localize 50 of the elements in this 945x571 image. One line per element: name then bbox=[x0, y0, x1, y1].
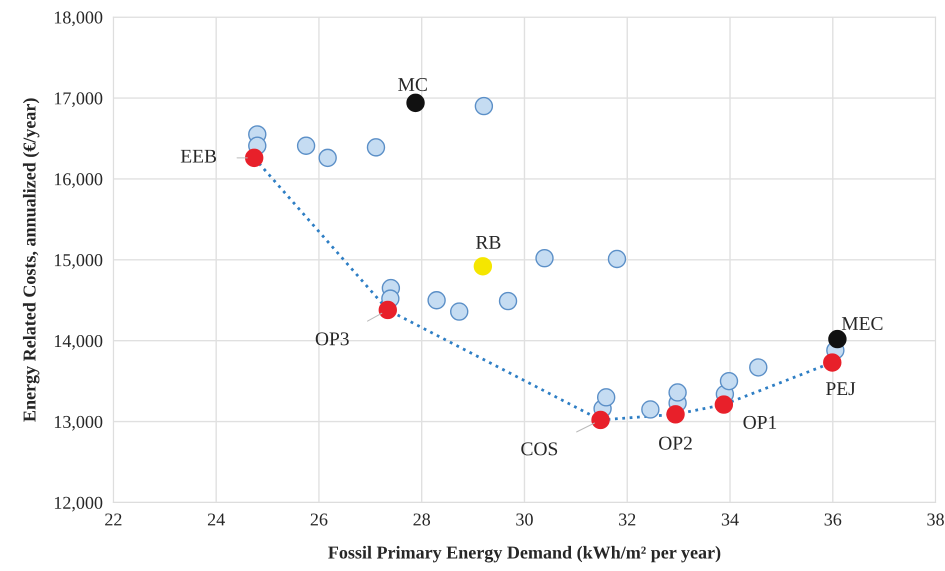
point bbox=[474, 257, 492, 276]
annotation: OP3 bbox=[316, 332, 349, 346]
point bbox=[668, 383, 687, 402]
point bbox=[828, 330, 847, 348]
annotation: PEJ bbox=[826, 382, 856, 396]
annotation: MEC bbox=[842, 316, 882, 330]
y-tick-label: 16,000 bbox=[54, 173, 102, 188]
x-axis-title: Fossil Primary Energy Demand (kWh/m² per year) bbox=[328, 546, 720, 562]
x-tick-label: 36 bbox=[824, 513, 842, 526]
point bbox=[641, 400, 660, 419]
point bbox=[591, 410, 610, 430]
x-tick-label: 22 bbox=[105, 513, 122, 526]
y-tick-label: 18,000 bbox=[54, 11, 102, 26]
annotation: RB bbox=[476, 236, 500, 249]
y-tick-label: 14,000 bbox=[54, 334, 102, 350]
point bbox=[666, 405, 685, 424]
x-tick-label: 30 bbox=[516, 513, 533, 526]
x-tick-label: 28 bbox=[413, 513, 430, 526]
point bbox=[596, 388, 616, 407]
point bbox=[406, 94, 425, 112]
point bbox=[535, 248, 554, 268]
annotation: EEB bbox=[180, 150, 216, 163]
x-tick-label: 32 bbox=[619, 513, 636, 526]
x-tick-label: 38 bbox=[927, 513, 944, 526]
y-tick-label: 15,000 bbox=[54, 254, 102, 269]
annotation: COS bbox=[521, 442, 558, 456]
annotation: OP1 bbox=[743, 416, 776, 429]
y-tick-label: 17,000 bbox=[54, 92, 102, 108]
point bbox=[823, 353, 842, 372]
point bbox=[749, 358, 768, 377]
point bbox=[720, 372, 738, 390]
point bbox=[318, 148, 337, 168]
y-axis-title: Energy Related Costs, annualized (€/year) bbox=[22, 98, 40, 422]
annotation: OP2 bbox=[659, 436, 692, 450]
annotation: MC bbox=[398, 78, 427, 92]
x-tick-label: 34 bbox=[722, 513, 739, 526]
point bbox=[498, 292, 518, 310]
point bbox=[378, 300, 397, 320]
x-tick-label: 26 bbox=[310, 513, 328, 526]
point bbox=[450, 302, 468, 321]
y-tick-label: 12,000 bbox=[54, 496, 102, 512]
x-tick-label: 24 bbox=[208, 513, 225, 526]
point bbox=[608, 250, 626, 268]
point bbox=[714, 395, 734, 414]
y-tick-label: 13,000 bbox=[54, 416, 102, 431]
point bbox=[474, 96, 494, 116]
point bbox=[296, 136, 316, 155]
point bbox=[366, 138, 386, 157]
point bbox=[427, 291, 446, 310]
point bbox=[244, 148, 264, 168]
